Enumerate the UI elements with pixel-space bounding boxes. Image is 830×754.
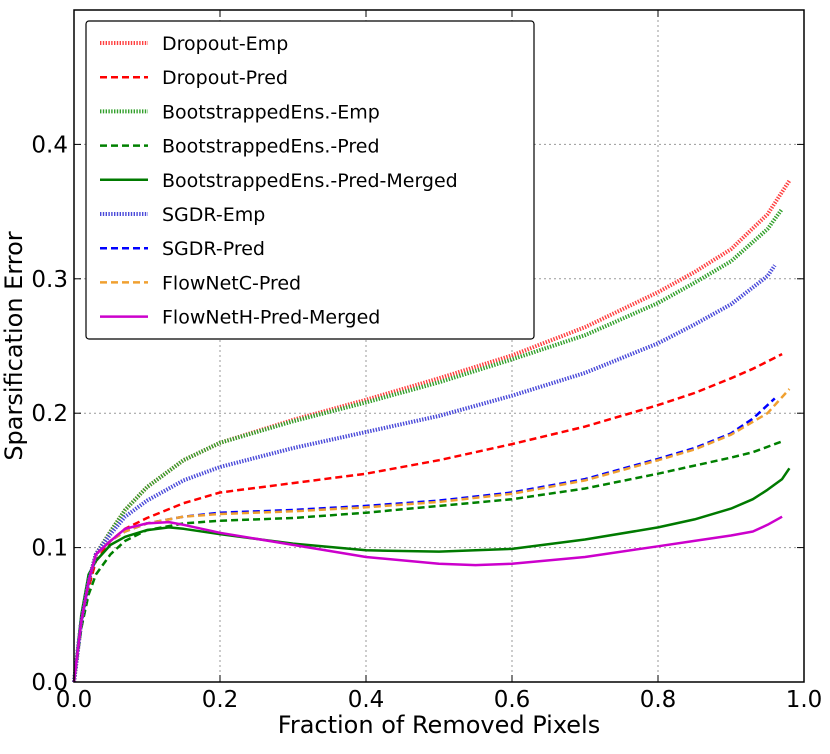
y-axis-label: Sparsification Error [0, 231, 28, 460]
x-tick-label: 0.0 [56, 687, 93, 713]
x-tick-label: 0.8 [640, 687, 677, 713]
legend-label-bootstrappedens-pred-merged: BootstrappedEns.-Pred-Merged [162, 170, 458, 192]
legend-label-bootstrappedens-pred: BootstrappedEns.-Pred [162, 136, 380, 158]
legend-label-flownetc-pred: FlowNetC-Pred [162, 272, 301, 294]
y-tick-label: 0.2 [31, 401, 68, 427]
legend-label-sgdr-emp: SGDR-Emp [162, 204, 265, 226]
x-tick-label: 0.6 [494, 687, 531, 713]
series-line-bootstrappedens-pred [72, 440, 783, 683]
y-tick-label: 0.3 [31, 267, 68, 293]
series-line-flowneth-pred-merged [72, 515, 783, 683]
legend-label-sgdr-pred: SGDR-Pred [162, 238, 265, 260]
series-line-bootstrappedens-pred-merged [72, 467, 791, 683]
legend-label-dropout-emp: Dropout-Emp [162, 33, 288, 55]
series-lines [72, 179, 792, 683]
legend-label-bootstrappedens-emp: BootstrappedEns.-Emp [162, 101, 380, 123]
series-line-flownetc-pred [72, 388, 791, 683]
x-tick-label: 0.2 [202, 687, 239, 713]
legend-label-dropout-pred: Dropout-Pred [162, 67, 288, 89]
y-tick-label: 0.1 [31, 536, 68, 562]
y-tick-label: 0.4 [31, 132, 68, 158]
y-tick-label: 0.0 [31, 670, 68, 696]
x-tick-label: 0.4 [348, 687, 385, 713]
legend-label-flowneth-pred-merged: FlowNetH-Pred-Merged [162, 307, 380, 329]
legend-box [85, 20, 535, 340]
axis-ticks: 0.0 0.2 0.4 0.6 0.8 1.0 0.0 0.1 0.2 0.3 0.4 [31, 10, 822, 713]
x-axis-label: Fraction of Removed Pixels [278, 711, 600, 739]
plot-frame [73, 9, 805, 683]
x-tick-label: 1.0 [786, 687, 823, 713]
series-line-sgdr-pred [72, 397, 776, 683]
legend: Dropout-Emp Dropout-Pred BootstrappedEns.-… [85, 20, 535, 340]
